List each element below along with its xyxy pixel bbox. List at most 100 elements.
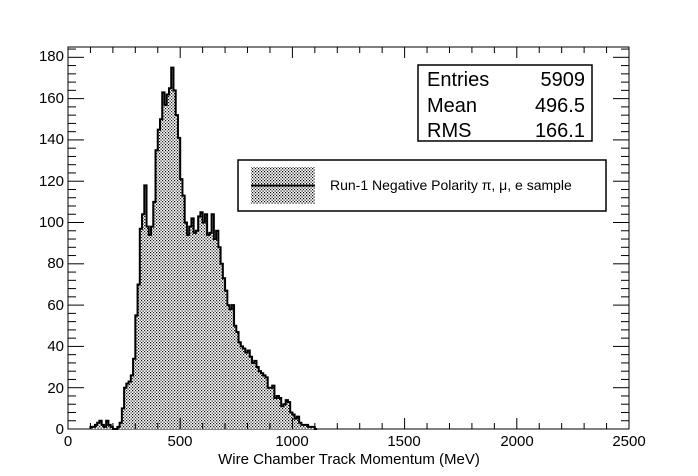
histogram-bar: [160, 119, 163, 430]
histogram-bar: [124, 387, 127, 429]
histogram-bar: [283, 404, 286, 429]
x-axis-title: Wire Chamber Track Momentum (MeV): [218, 451, 480, 468]
legend: Run-1 Negative Polarity π, μ, e sample: [237, 159, 607, 212]
histogram-bar: [97, 422, 100, 429]
histogram-bar: [310, 426, 313, 429]
histogram-bar: [234, 325, 237, 429]
histogram-bar: [106, 420, 109, 429]
histogram-bar: [191, 218, 194, 429]
x-tick-label: 500: [167, 433, 192, 450]
histogram-bar: [274, 398, 277, 429]
stats-box-frame: [417, 64, 593, 142]
histogram-bar: [189, 226, 192, 429]
histogram-bar: [299, 422, 302, 429]
histogram-bar: [142, 214, 145, 429]
histogram-bar: [157, 129, 161, 429]
histogram-bar: [101, 424, 104, 429]
histogram-bar: [173, 90, 176, 430]
y-tick-label: 180: [39, 48, 64, 65]
histogram-bar: [308, 426, 311, 429]
histogram-bar: [281, 406, 284, 429]
histogram-bar: [184, 222, 187, 429]
histogram-bar: [148, 234, 152, 429]
histogram-bar: [294, 418, 297, 429]
histogram-bar: [103, 426, 107, 429]
histogram-bar: [265, 377, 268, 429]
histogram-bar: [151, 226, 154, 429]
histogram-bar: [301, 424, 304, 429]
histogram-bar: [252, 362, 255, 429]
histogram-bar: [222, 278, 226, 429]
histogram-bar: [171, 67, 174, 429]
histogram-bar: [128, 381, 131, 429]
stats-rms-value: 166.1: [535, 120, 585, 142]
histogram-bar: [162, 92, 165, 429]
histogram-bar: [287, 402, 291, 429]
histogram-bar: [227, 305, 230, 429]
histogram-bars: [90, 67, 315, 430]
histogram-bar: [267, 387, 270, 429]
histogram-bar: [94, 424, 98, 429]
histogram-bar: [220, 263, 223, 429]
histogram-bar: [126, 383, 129, 429]
stats-mean-value: 496.5: [535, 95, 585, 117]
y-tick-label: 60: [47, 297, 64, 314]
histogram-bar: [139, 228, 143, 429]
histogram-bar: [243, 348, 246, 429]
y-tick-label: 140: [39, 131, 64, 148]
x-tick-labels: 0 500 1000 1500 2000 2500: [64, 433, 646, 450]
histogram-bar: [218, 247, 221, 429]
histogram-bar: [285, 400, 288, 429]
histogram-bar: [245, 352, 248, 429]
histogram-bar: [269, 387, 273, 429]
y-tick-label: 100: [39, 214, 64, 231]
histogram-bar: [216, 230, 219, 429]
histogram-bar: [254, 360, 257, 429]
histogram-bar: [180, 179, 183, 429]
histogram-bar: [204, 214, 208, 429]
histogram-bar: [117, 426, 120, 429]
histogram-bar: [99, 420, 102, 429]
stats-mean-label: Mean: [427, 95, 477, 117]
stats-entries-label: Entries: [427, 69, 489, 91]
histogram-bar: [236, 331, 239, 429]
histogram-bar: [193, 232, 196, 429]
histogram-bar: [168, 88, 172, 429]
histogram-bar: [164, 104, 167, 429]
stats-box: Entries 5909 Mean 496.5 RMS 166.1: [417, 64, 593, 142]
histogram-bar: [240, 346, 244, 429]
histogram-bar: [137, 284, 140, 429]
histogram-bar: [110, 426, 113, 429]
histogram-bar: [135, 315, 138, 429]
y-tick-label: 120: [39, 173, 64, 190]
y-tick-labels: 0 20 40 60 80 100 120 140 160 180: [39, 48, 64, 438]
histogram-bar: [130, 375, 134, 429]
histogram-bar: [153, 201, 156, 429]
histogram-bar: [256, 367, 259, 429]
axis-ticks: [67, 47, 630, 430]
histogram-bar: [146, 226, 149, 429]
histogram-bar: [166, 94, 169, 430]
histogram-bar: [198, 216, 201, 429]
y-tick-label: 20: [47, 380, 64, 397]
x-tick-label: 0: [64, 433, 72, 450]
histogram-bar: [195, 230, 199, 429]
histogram-bar: [225, 290, 228, 429]
histogram-bar: [229, 309, 232, 429]
histogram-bar: [182, 195, 185, 429]
x-tick-label: 1500: [387, 433, 420, 450]
histogram-bar: [249, 356, 253, 429]
histogram-bar: [119, 422, 122, 429]
stats-entries-value: 5909: [541, 69, 586, 91]
histogram-bar: [292, 414, 295, 429]
histogram-bar: [238, 342, 241, 429]
histogram-bar: [247, 350, 250, 429]
histogram-bar: [144, 185, 147, 429]
histogram-bar: [177, 137, 181, 429]
histogram-bar: [213, 239, 217, 429]
histogram-bar: [209, 232, 212, 429]
histogram-outline: [89, 66, 318, 430]
histogram-bar: [90, 426, 93, 429]
histogram-bar: [258, 371, 261, 429]
histogram-bar: [276, 395, 279, 429]
